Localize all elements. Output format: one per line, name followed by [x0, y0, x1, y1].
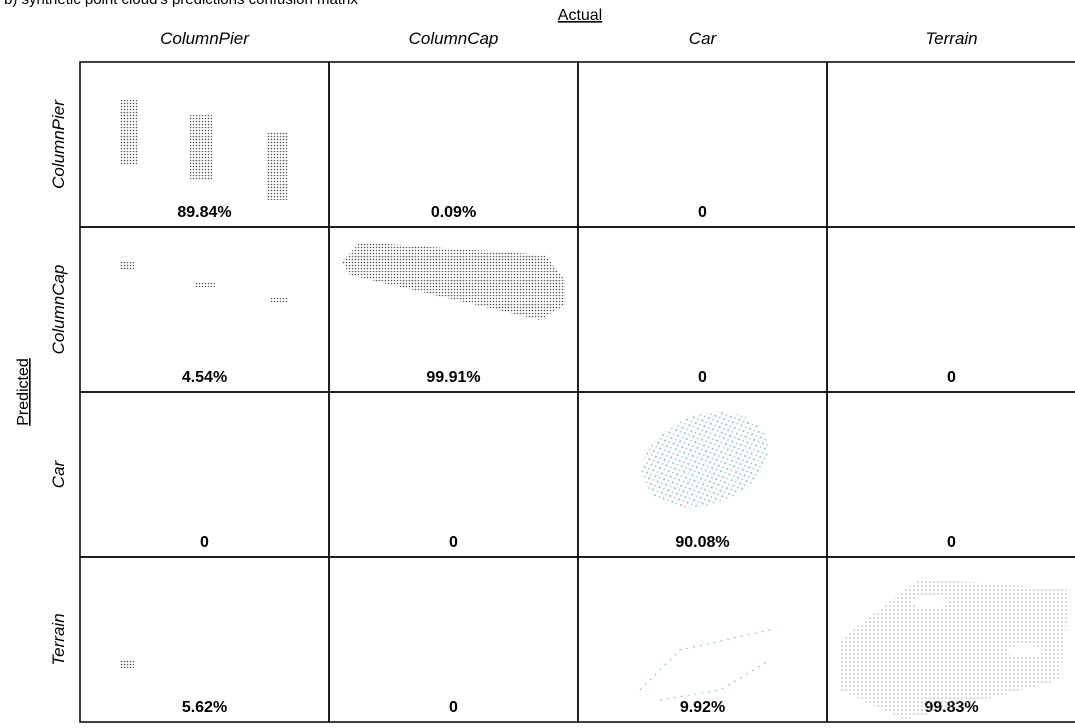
cell-value: 9.92% — [680, 699, 725, 716]
row-header: Terrain — [49, 613, 68, 665]
row-header: ColumnCap — [49, 265, 68, 355]
cell-value: 99.91% — [426, 369, 480, 386]
matrix-cell — [328, 556, 579, 723]
cell-value: 90.08% — [675, 534, 729, 551]
matrix-cell — [328, 391, 579, 558]
matrix: ColumnPier ColumnCap Car Terrain ColumnPier 8… — [49, 29, 1075, 723]
matrix-cell — [79, 391, 330, 558]
cell-value: 89.84% — [177, 204, 231, 221]
matrix-cell — [328, 61, 579, 228]
cell-value: 0 — [698, 369, 707, 386]
row-header: ColumnPier — [49, 99, 68, 189]
cell-value: 0 — [449, 534, 458, 551]
row-header: Car — [49, 459, 68, 488]
column-header: ColumnPier — [160, 29, 250, 48]
matrix-cell — [79, 556, 330, 723]
cell-value: 4.54% — [182, 369, 227, 386]
cell-value: 0 — [947, 534, 956, 551]
matrix-cell — [826, 391, 1075, 558]
predicted-label: Predicted — [15, 358, 32, 426]
cell-value: 5.62% — [182, 699, 227, 716]
matrix-cell — [577, 226, 828, 393]
cell-value: 0 — [947, 369, 956, 386]
column-header: Terrain — [925, 29, 977, 48]
matrix-cell — [577, 61, 828, 228]
cell-value: 0 — [698, 204, 707, 221]
matrix-cell — [577, 556, 828, 723]
column-header: ColumnCap — [409, 29, 499, 48]
matrix-cell — [826, 556, 1075, 723]
matrix-cell — [826, 61, 1075, 228]
cell-value: 0.09% — [431, 204, 476, 221]
cell-value: 0 — [449, 699, 458, 716]
matrix-cell — [826, 226, 1075, 393]
matrix-cell — [79, 226, 330, 393]
cell-value: 0 — [200, 534, 209, 551]
actual-label: Actual — [558, 7, 602, 24]
point-cloud-art — [120, 100, 1070, 720]
figure-title: b) synthetic point cloud's predictions c… — [4, 0, 358, 8]
column-header: Car — [689, 29, 718, 48]
